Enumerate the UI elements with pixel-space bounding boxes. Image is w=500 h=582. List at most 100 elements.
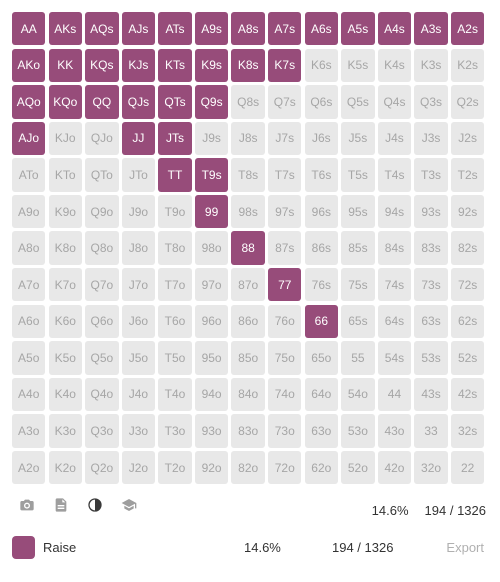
hand-cell[interactable]: KTs: [158, 48, 192, 82]
hand-cell[interactable]: 66: [304, 304, 339, 339]
document-icon[interactable]: [52, 496, 70, 514]
hand-cell[interactable]: KQs: [85, 48, 119, 82]
hand-cell[interactable]: 73s: [414, 268, 448, 302]
hand-cell[interactable]: AQs: [85, 12, 119, 46]
hand-cell[interactable]: JTs: [158, 121, 192, 156]
hand-cell[interactable]: T9o: [158, 194, 192, 229]
hand-cell[interactable]: 93s: [414, 194, 448, 229]
hand-cell[interactable]: 97o: [194, 268, 229, 302]
hand-cell[interactable]: A8s: [231, 12, 265, 46]
hand-cell[interactable]: 93o: [194, 414, 229, 448]
hand-cell[interactable]: TT: [158, 158, 192, 192]
hand-cell[interactable]: 75o: [268, 341, 302, 375]
hand-cell[interactable]: ATs: [158, 12, 192, 46]
hand-cell[interactable]: A7s: [268, 12, 302, 46]
hand-cell[interactable]: KTo: [48, 158, 82, 192]
hand-cell[interactable]: Q9o: [85, 194, 119, 229]
hand-cell[interactable]: K3s: [414, 48, 448, 82]
hand-cell[interactable]: A3s: [414, 12, 448, 46]
hand-cell[interactable]: 64s: [377, 304, 412, 339]
hand-cell[interactable]: 63o: [304, 414, 339, 448]
hand-cell[interactable]: A3o: [12, 414, 46, 448]
hand-cell[interactable]: Q5s: [341, 85, 375, 119]
hand-cell[interactable]: T8o: [158, 231, 192, 265]
hand-cell[interactable]: Q4o: [85, 377, 119, 412]
hand-cell[interactable]: 82o: [231, 450, 265, 485]
hand-cell[interactable]: 95o: [194, 341, 229, 375]
hand-cell[interactable]: K4o: [48, 377, 82, 412]
hand-cell[interactable]: 52o: [341, 450, 375, 485]
export-button[interactable]: Export: [446, 540, 484, 555]
hand-cell[interactable]: T5o: [158, 341, 192, 375]
hand-cell[interactable]: T6s: [304, 158, 339, 192]
hand-cell[interactable]: 44: [377, 377, 412, 412]
hand-cell[interactable]: 32o: [414, 450, 448, 485]
hand-cell[interactable]: A9s: [194, 12, 229, 46]
hand-cell[interactable]: 53o: [341, 414, 375, 448]
hand-cell[interactable]: Q9s: [194, 85, 229, 119]
camera-icon[interactable]: [18, 496, 36, 514]
hand-cell[interactable]: 54o: [341, 377, 375, 412]
hand-cell[interactable]: T9s: [194, 158, 229, 192]
hand-cell[interactable]: Q7s: [268, 85, 302, 119]
hand-cell[interactable]: 76o: [268, 304, 302, 339]
hand-cell[interactable]: Q8s: [231, 85, 265, 119]
hand-cell[interactable]: K7s: [268, 48, 302, 82]
hand-cell[interactable]: JTo: [121, 158, 156, 192]
hand-cell[interactable]: JJ: [121, 121, 156, 156]
hand-cell[interactable]: 85o: [231, 341, 265, 375]
hand-cell[interactable]: K5s: [341, 48, 375, 82]
hand-cell[interactable]: QJs: [121, 85, 156, 119]
hand-cell[interactable]: 96o: [194, 304, 229, 339]
hand-cell[interactable]: 98o: [194, 231, 229, 265]
hand-cell[interactable]: A5o: [12, 341, 46, 375]
hand-cell[interactable]: J5o: [121, 341, 156, 375]
hand-cell[interactable]: J3o: [121, 414, 156, 448]
hand-cell[interactable]: K9o: [48, 194, 82, 229]
hand-cell[interactable]: K3o: [48, 414, 82, 448]
hand-cell[interactable]: 33: [414, 414, 448, 448]
hand-cell[interactable]: A7o: [12, 268, 46, 302]
hand-cell[interactable]: T3s: [414, 158, 448, 192]
hand-cell[interactable]: QJo: [85, 121, 119, 156]
hand-cell[interactable]: 73o: [268, 414, 302, 448]
hand-cell[interactable]: T7o: [158, 268, 192, 302]
hand-cell[interactable]: J7o: [121, 268, 156, 302]
hand-cell[interactable]: 75s: [341, 268, 375, 302]
hand-cell[interactable]: J8o: [121, 231, 156, 265]
hand-cell[interactable]: Q2o: [85, 450, 119, 485]
hand-cell[interactable]: J9o: [121, 194, 156, 229]
hand-cell[interactable]: A2s: [450, 12, 485, 46]
hand-cell[interactable]: J9s: [194, 121, 229, 156]
graduation-cap-icon[interactable]: [120, 496, 138, 514]
hand-cell[interactable]: K6s: [304, 48, 339, 82]
hand-cell[interactable]: 82s: [450, 231, 485, 265]
hand-cell[interactable]: J7s: [268, 121, 302, 156]
hand-cell[interactable]: J8s: [231, 121, 265, 156]
hand-cell[interactable]: 83o: [231, 414, 265, 448]
hand-cell[interactable]: 42o: [377, 450, 412, 485]
hand-cell[interactable]: QQ: [85, 85, 119, 119]
hand-cell[interactable]: AJs: [121, 12, 156, 46]
hand-cell[interactable]: T4s: [377, 158, 412, 192]
hand-cell[interactable]: J4s: [377, 121, 412, 156]
hand-cell[interactable]: Q4s: [377, 85, 412, 119]
hand-cell[interactable]: T7s: [268, 158, 302, 192]
hand-cell[interactable]: 74o: [268, 377, 302, 412]
hand-cell[interactable]: J5s: [341, 121, 375, 156]
hand-cell[interactable]: 72s: [450, 268, 485, 302]
hand-cell[interactable]: 87o: [231, 268, 265, 302]
hand-cell[interactable]: K2o: [48, 450, 82, 485]
hand-cell[interactable]: 85s: [341, 231, 375, 265]
hand-cell[interactable]: AJo: [12, 121, 46, 156]
hand-cell[interactable]: 86s: [304, 231, 339, 265]
hand-cell[interactable]: J2s: [450, 121, 485, 156]
hand-cell[interactable]: KJs: [121, 48, 156, 82]
hand-cell[interactable]: 94s: [377, 194, 412, 229]
hand-cell[interactable]: A9o: [12, 194, 46, 229]
hand-cell[interactable]: 62s: [450, 304, 485, 339]
hand-cell[interactable]: 92o: [194, 450, 229, 485]
hand-cell[interactable]: ATo: [12, 158, 46, 192]
hand-cell[interactable]: Q2s: [450, 85, 485, 119]
hand-cell[interactable]: A6o: [12, 304, 46, 339]
